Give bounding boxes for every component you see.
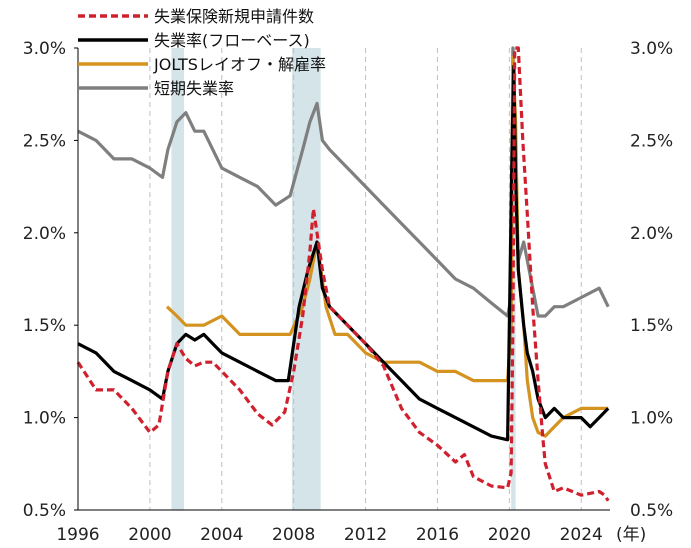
y-tick-right: 2.0% <box>630 224 673 244</box>
axes <box>77 48 610 511</box>
x-tick: 1996 <box>56 525 99 545</box>
recession-shading <box>171 48 516 510</box>
recession-band-2 <box>511 48 516 510</box>
series-line-2 <box>165 55 609 438</box>
y-tick-right: 2.5% <box>630 131 673 151</box>
y-tick-right: 3.0% <box>630 39 673 59</box>
y-tick-left: 3.0% <box>23 39 66 59</box>
x-tick: 2008 <box>272 525 315 545</box>
y-tick-right: 1.0% <box>630 409 673 429</box>
vertical-gridlines <box>149 48 582 510</box>
y-tick-left: 1.5% <box>23 316 66 336</box>
x-unit-label: (年) <box>616 525 646 545</box>
y-tick-left: 1.0% <box>23 409 66 429</box>
x-tick: 2016 <box>416 525 459 545</box>
y-tick-left: 2.0% <box>23 224 66 244</box>
legend-label-2: JOLTSレイオフ・解雇率 <box>153 55 326 74</box>
y-tick-right: 1.5% <box>630 316 673 336</box>
y-tick-right: 0.5% <box>630 501 673 521</box>
y-tick-left: 0.5% <box>23 501 66 521</box>
legend-label-1: 失業率(フローベース) <box>154 31 310 50</box>
y-tick-left: 2.5% <box>23 131 66 151</box>
legend-label-0: 失業保険新規申請件数 <box>154 7 314 26</box>
tick-labels: 0.5% 0.5% 1.0% 1.0% 1.5% 1.5% 2.0% 2.0% 2.5% 2.5%… <box>23 39 673 545</box>
x-tick: 2000 <box>128 525 171 545</box>
series-line-0 <box>76 46 610 502</box>
recession-band-0 <box>171 48 185 510</box>
x-tick: 2024 <box>560 525 603 545</box>
series-line-3 <box>77 46 610 318</box>
series-lines <box>76 46 610 502</box>
x-tick: 2004 <box>200 525 243 545</box>
x-tick: 2012 <box>344 525 387 545</box>
x-tick: 2020 <box>488 525 531 545</box>
legend-label-3: 短期失業率 <box>154 79 234 98</box>
